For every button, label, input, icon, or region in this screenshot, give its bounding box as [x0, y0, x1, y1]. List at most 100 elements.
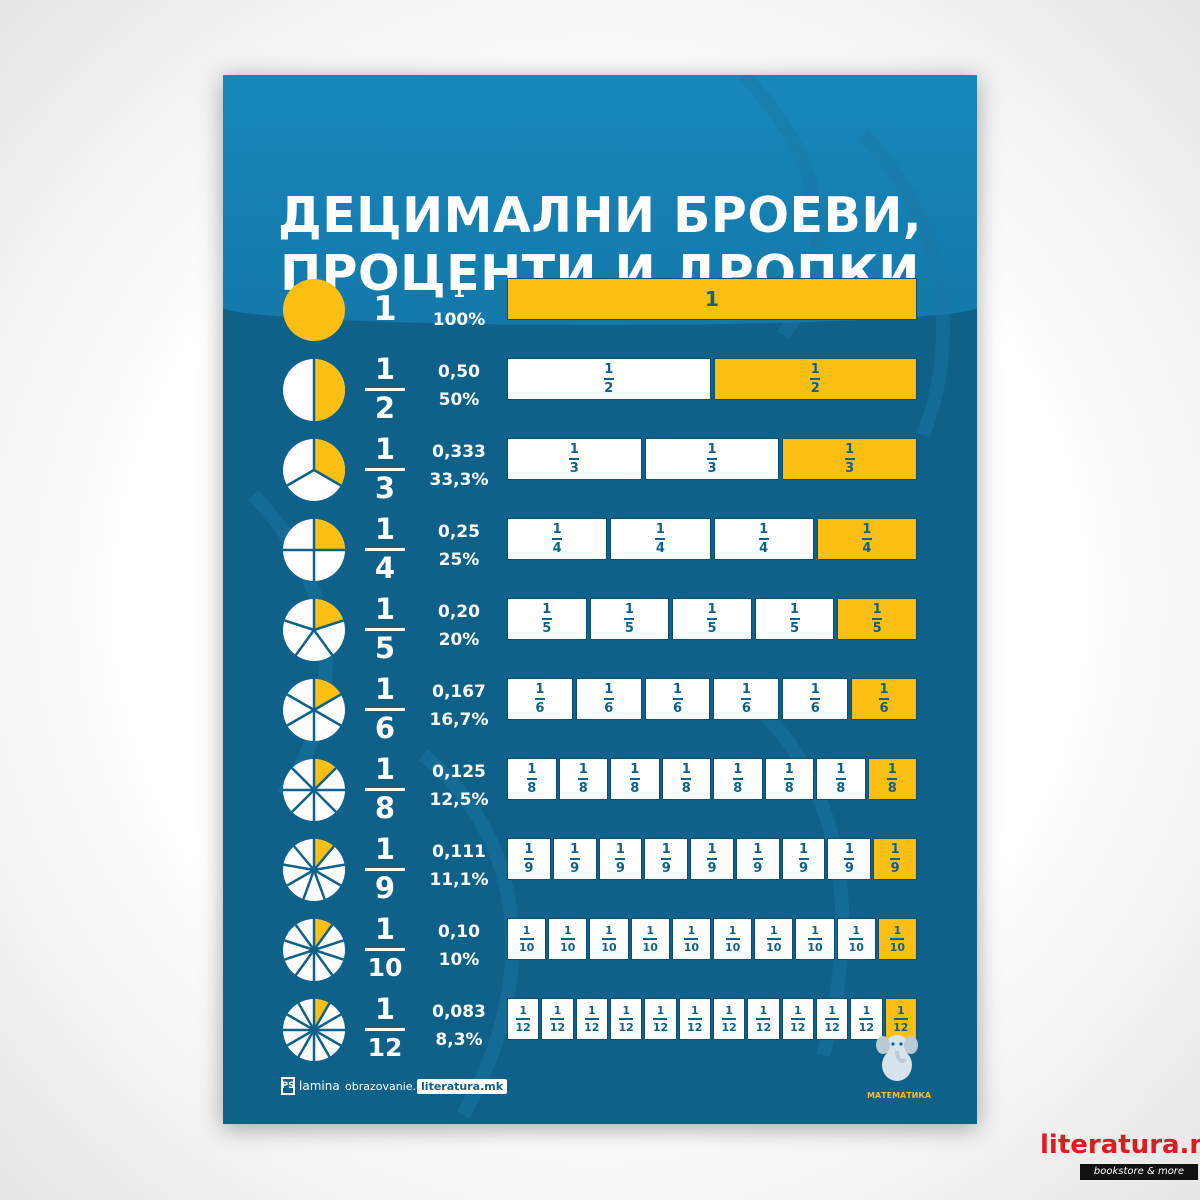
strip-numerator: 1	[890, 842, 900, 857]
strip-fraction: 1 10	[601, 925, 616, 953]
fraction-numerator: 1	[374, 672, 396, 706]
slice-divider	[294, 949, 316, 976]
strip-denominator: 12	[584, 1021, 600, 1034]
strip-numerator: 1	[759, 522, 769, 537]
fraction-numerator: 1	[374, 752, 396, 786]
strip-fraction-bar	[706, 618, 717, 620]
fraction-circle	[283, 279, 345, 341]
strip-numerator: 1	[524, 842, 534, 857]
poster: ДЕЦИМАЛНИ БРОЕВИ, ПРОЦЕНТИ И ДРОПКИ 1 1 10…	[223, 75, 977, 1124]
strip-fraction-bar	[629, 778, 640, 780]
slice-divider	[312, 924, 334, 951]
strip-cell: 1 12	[575, 998, 608, 1040]
strip-cell: 1 12	[747, 998, 780, 1040]
publisher-logo: PS lamina	[281, 1075, 340, 1097]
slice-divider	[284, 619, 315, 632]
slice-divider	[313, 939, 344, 952]
strip-numerator: 1	[872, 602, 882, 617]
strip-numerator: 1	[707, 602, 717, 617]
slice-divider	[291, 789, 315, 813]
strip-cell: 1 12	[781, 998, 814, 1040]
slice-divider	[312, 1002, 331, 1031]
strip-denominator: 9	[707, 861, 717, 876]
strip-denominator: 8	[527, 781, 537, 796]
fraction-bar	[365, 548, 405, 551]
strip-fraction: 1 10	[560, 925, 575, 953]
decimal-value: 0,25	[438, 522, 480, 542]
decimal-percent: 0,20 20%	[411, 598, 507, 654]
slice-divider	[291, 767, 315, 791]
strip-fraction-bar	[655, 538, 666, 540]
strip-fraction-bar	[758, 538, 769, 540]
strip-fraction-bar	[790, 1018, 805, 1020]
strip-numerator: 1	[681, 762, 691, 777]
strip-cell: 1 10	[713, 918, 753, 960]
strip-fraction: 1 10	[643, 925, 658, 953]
slice-divider	[284, 939, 315, 952]
strip-denominator: 8	[784, 781, 794, 796]
strip-numerator: 1	[733, 762, 743, 777]
strip-denominator: 4	[759, 541, 769, 556]
strip-denominator: 10	[601, 941, 617, 954]
strip-cell: 1 10	[630, 918, 670, 960]
decimal-value: 0,167	[432, 682, 486, 702]
slice-divider	[313, 468, 342, 487]
slice-divider	[286, 1028, 315, 1047]
strip-numerator: 1	[862, 1004, 871, 1017]
slice-divider	[286, 1013, 315, 1032]
strip-fraction: 1 12	[756, 1005, 771, 1033]
fraction-bar	[365, 468, 405, 471]
big-fraction: 1	[359, 270, 411, 348]
strip-denominator: 10	[807, 941, 823, 954]
decimal-percent: 0,10 10%	[411, 918, 507, 974]
fraction-denominator: 3	[374, 471, 396, 505]
store-watermark[interactable]: literatura.mk bookstore & more	[1040, 1130, 1200, 1194]
strip-fraction-bar	[756, 1018, 771, 1020]
publisher-mark-icon: PS	[281, 1077, 295, 1095]
fraction-circle	[283, 679, 345, 741]
slice-divider	[286, 708, 315, 727]
strip-denominator: 4	[552, 541, 562, 556]
fraction-denominator: 8	[374, 791, 396, 825]
slice-divider	[294, 629, 316, 656]
decimal-percent: 1 100%	[411, 278, 507, 334]
strip-fraction: 1 12	[550, 1005, 565, 1033]
strip-numerator: 1	[887, 762, 897, 777]
strip-denominator: 3	[569, 461, 579, 476]
fraction-denominator: 12	[367, 1033, 403, 1062]
strip-denominator: 12	[755, 1021, 772, 1034]
strip-denominator: 9	[570, 861, 580, 876]
strip-numerator: 1	[630, 762, 640, 777]
strip-denominator: 12	[858, 1021, 875, 1034]
strip-numerator: 1	[655, 522, 665, 537]
strip-fraction-bar	[789, 618, 800, 620]
strip-denominator: 10	[889, 941, 906, 954]
strip-denominator: 12	[790, 1021, 806, 1034]
strip-cell: 1 10	[795, 918, 835, 960]
strip-fraction: 1 12	[893, 1005, 908, 1033]
shaded-slice	[314, 359, 345, 421]
strip-numerator: 1	[578, 762, 588, 777]
strip-numerator: 1	[687, 924, 696, 937]
decimal-percent: 0,125 12,5%	[411, 758, 507, 814]
strip-fraction: 1 12	[721, 1005, 736, 1033]
strip-fraction-bar	[722, 1018, 737, 1020]
slice-divider	[313, 789, 337, 813]
strip-numerator: 1	[527, 762, 537, 777]
